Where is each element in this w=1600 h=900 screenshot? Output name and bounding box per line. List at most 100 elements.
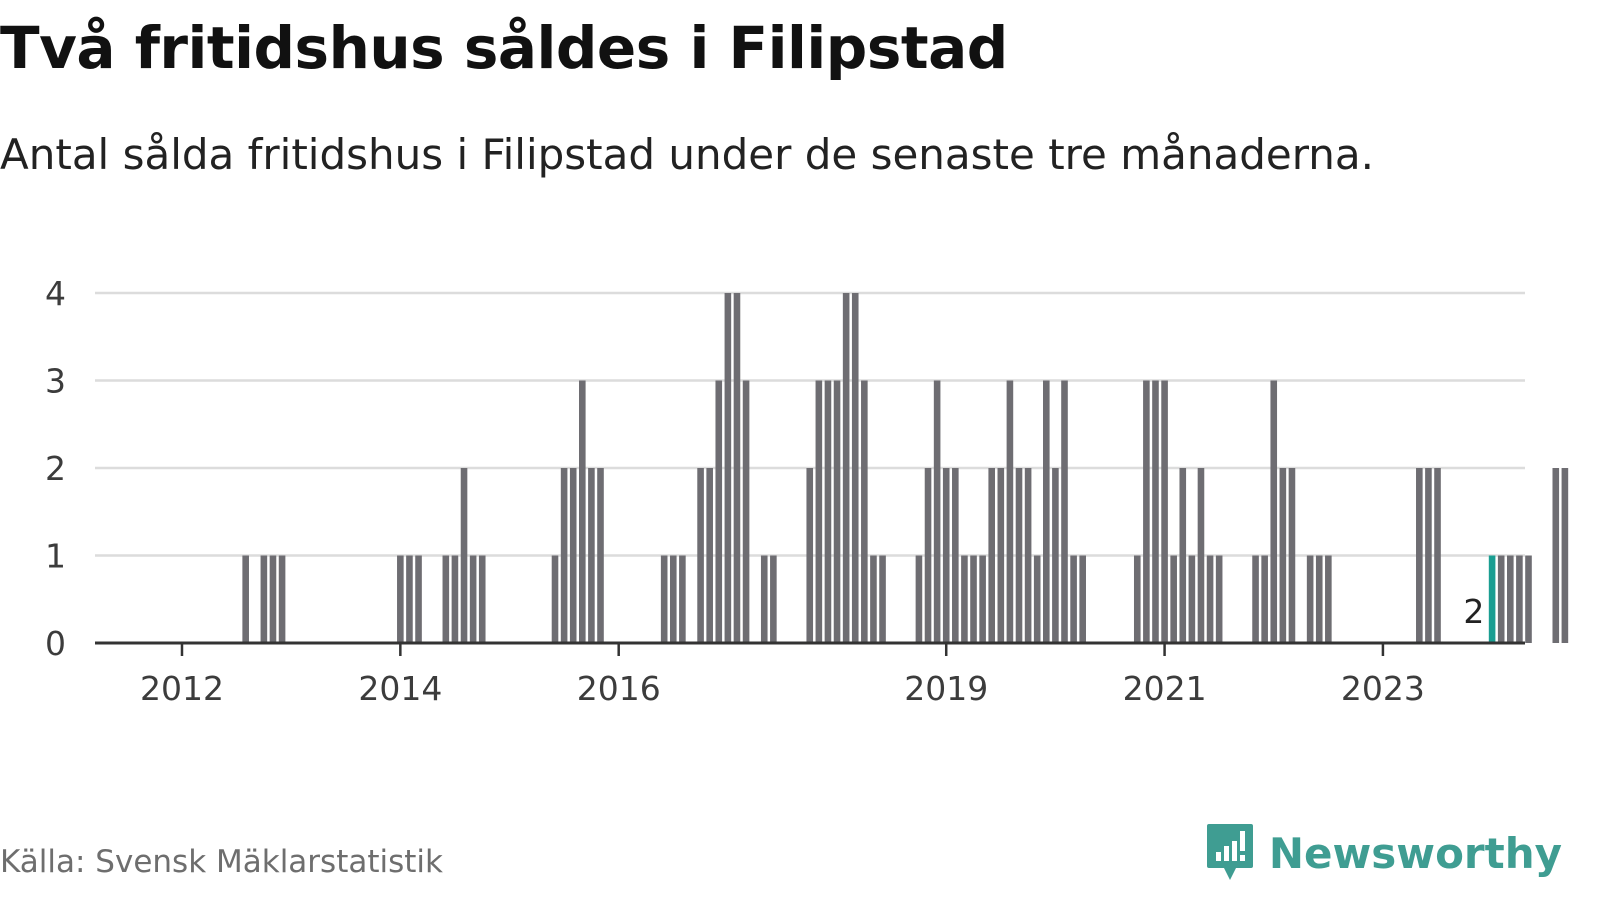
bar [833, 380, 841, 643]
bar [1179, 468, 1187, 643]
bar [1052, 468, 1059, 643]
bar [842, 293, 850, 643]
bar [806, 468, 814, 643]
bar [451, 555, 459, 643]
bar [1015, 468, 1023, 643]
bar [1416, 468, 1423, 643]
bar [560, 468, 568, 643]
bar [970, 555, 977, 643]
bar [1315, 555, 1323, 643]
bars [242, 293, 1569, 643]
y-tick-label: 2 [45, 449, 66, 488]
bar [1279, 468, 1287, 643]
bar [1024, 468, 1032, 643]
bar [1434, 468, 1441, 643]
bar [1261, 555, 1268, 643]
bar [669, 555, 677, 643]
annotations: 2 [1463, 592, 1484, 631]
bar [861, 380, 868, 643]
bar [1270, 380, 1278, 643]
bar [1552, 468, 1560, 643]
bar [597, 468, 604, 643]
bar [1252, 555, 1259, 643]
bar [979, 555, 986, 643]
bar [469, 555, 477, 643]
bar [1206, 555, 1214, 643]
bar [551, 555, 559, 643]
bar [1133, 555, 1141, 643]
bar [760, 555, 768, 643]
bar-highlight [1488, 555, 1496, 643]
bar [1325, 555, 1332, 643]
bar [478, 555, 486, 643]
x-tick-label: 2016 [577, 669, 661, 708]
bar [1188, 555, 1196, 643]
bar [715, 380, 723, 643]
bar [269, 555, 277, 643]
chart-subtitle: Antal sålda fritidshus i Filipstad under… [0, 130, 1374, 179]
bar [242, 555, 249, 643]
bar [679, 555, 686, 643]
bar [406, 555, 413, 643]
bar [1152, 380, 1159, 643]
bar [1070, 555, 1077, 643]
source-note: Källa: Svensk Mäklarstatistik [0, 844, 443, 880]
bar [397, 555, 404, 643]
brand-name: Newsworthy [1268, 828, 1562, 878]
bar [815, 380, 823, 643]
bar [961, 555, 968, 643]
chart-title: Två fritidshus såldes i Filipstad [0, 14, 1008, 82]
bar [915, 555, 923, 643]
bar [1061, 380, 1068, 643]
bar [278, 555, 286, 643]
bar [924, 468, 932, 643]
newsworthy-logo-icon [1206, 824, 1253, 880]
bar [870, 555, 877, 643]
data-label: 2 [1463, 592, 1484, 631]
bar [1288, 468, 1296, 643]
bar [1507, 555, 1514, 643]
bar [879, 555, 886, 643]
x-tick-label: 2021 [1123, 669, 1207, 708]
bar [1525, 555, 1532, 643]
bar [933, 380, 941, 643]
bar [415, 555, 422, 643]
bar [742, 380, 750, 643]
bar [260, 555, 268, 643]
bar [851, 293, 859, 643]
bar [1170, 555, 1177, 643]
x-tick-label: 2023 [1341, 669, 1425, 708]
bar [706, 468, 713, 643]
bar [1143, 380, 1150, 643]
bar [824, 380, 832, 643]
bar [997, 468, 1005, 643]
bar [660, 555, 668, 643]
bar [1561, 468, 1569, 643]
brand-logo: Newsworthy [1205, 822, 1562, 884]
bar [460, 468, 468, 643]
bar [1197, 468, 1205, 643]
bar [1306, 555, 1314, 643]
bar [733, 293, 741, 643]
bar [770, 555, 777, 643]
bar [579, 380, 586, 643]
bar [1033, 555, 1041, 643]
bar [1161, 380, 1168, 643]
bar [988, 468, 996, 643]
bar [942, 468, 950, 643]
x-tick-label: 2014 [358, 669, 442, 708]
bar [569, 468, 577, 643]
x-tick-label: 2019 [904, 669, 988, 708]
bar [952, 468, 959, 643]
bar [1006, 380, 1014, 643]
bar [1043, 380, 1050, 643]
y-axis-labels: 0 1 2 3 4 [45, 274, 66, 663]
bar [588, 468, 595, 643]
y-tick-label: 4 [45, 274, 66, 313]
bar [1516, 555, 1523, 643]
bar [1497, 555, 1505, 643]
y-tick-label: 0 [45, 624, 66, 663]
y-tick-label: 1 [45, 537, 66, 576]
bar [442, 555, 450, 643]
y-tick-label: 3 [45, 362, 66, 401]
